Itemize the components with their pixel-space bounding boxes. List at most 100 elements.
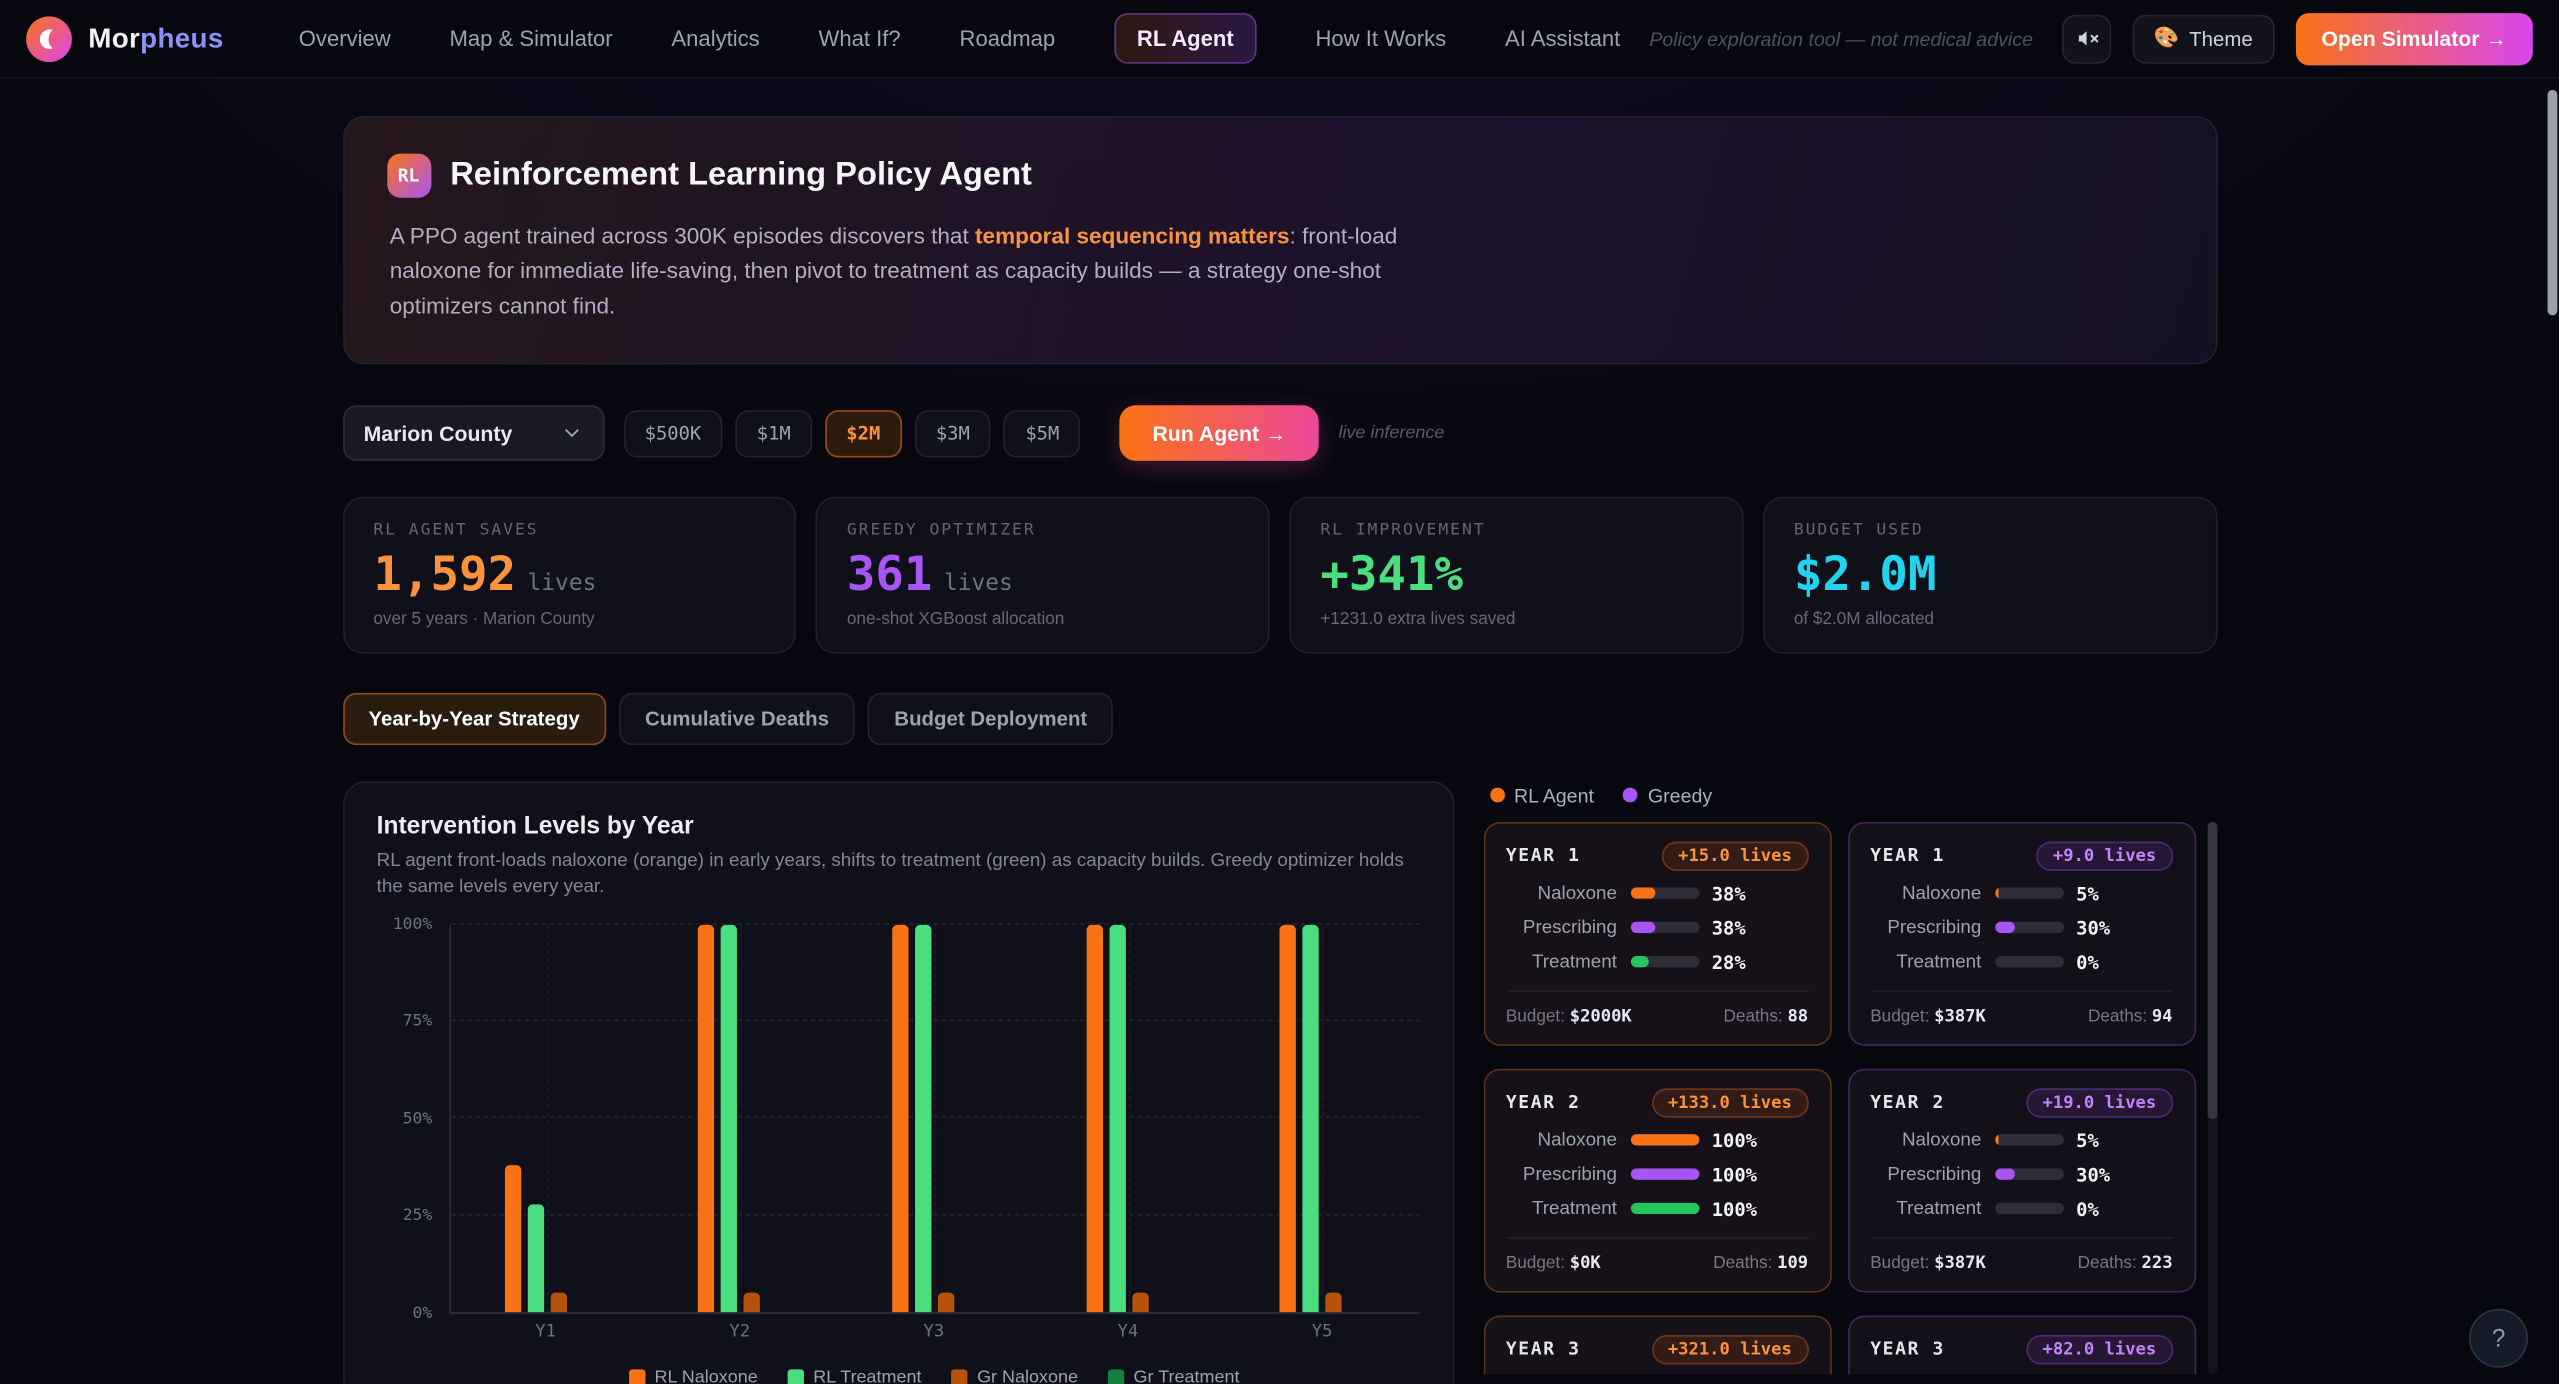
year-card-header: YEAR 3 +321.0 lives bbox=[1506, 1334, 1809, 1364]
lives-saved-badge: +9.0 lives bbox=[2036, 840, 2173, 871]
bar-gr-naloxone-y4[interactable] bbox=[1131, 1292, 1149, 1313]
stat-card-rl-agent-saves: RL AGENT SAVES 1,592 lives over 5 years · M… bbox=[342, 496, 797, 653]
nav-item-ai-assistant[interactable]: AI Assistant bbox=[1505, 26, 1621, 51]
stat-suffix: lives bbox=[943, 570, 1013, 597]
stat-subtext: +1231.0 extra lives saved bbox=[1320, 608, 1516, 629]
intervention-bar-fill bbox=[1630, 1134, 1699, 1146]
intervention-label: Naloxone bbox=[1901, 883, 1982, 903]
intervention-label: Prescribing bbox=[1522, 917, 1617, 938]
bar-gr-naloxone-y2[interactable] bbox=[744, 1292, 761, 1313]
lives-saved-badge: +321.0 lives bbox=[1651, 1334, 1809, 1364]
bar-rl-naloxone-y4[interactable] bbox=[1086, 924, 1103, 1313]
intervention-bar bbox=[1994, 887, 2064, 899]
intervention-bar-fill bbox=[1630, 956, 1650, 968]
budget-pill-500k[interactable]: $500K bbox=[623, 409, 723, 457]
bar-group-y5 bbox=[1279, 924, 1365, 1313]
cards-scrollbar[interactable] bbox=[2206, 821, 2217, 1374]
page-scrollbar[interactable] bbox=[2546, 0, 2559, 1384]
budget-pill-1m[interactable]: $1M bbox=[735, 409, 812, 457]
stat-value-row: 361 lives bbox=[847, 549, 1239, 599]
brand-prefix: Mor bbox=[88, 22, 141, 54]
year-card-greedy-year-3: YEAR 3 +82.0 lives bbox=[1847, 1314, 2196, 1374]
muted-speaker-icon bbox=[2078, 31, 2098, 46]
nav-item-analytics[interactable]: Analytics bbox=[671, 26, 760, 51]
budget-value: $2000K bbox=[1569, 1005, 1632, 1026]
bar-rl-naloxone-y5[interactable] bbox=[1279, 924, 1297, 1313]
year-card-footer: Budget: $387K Deaths: 223 bbox=[1870, 1236, 2173, 1273]
navbar-right: Policy exploration tool — not medical ad… bbox=[1649, 12, 2533, 65]
bar-rl-treatment-y4[interactable] bbox=[1108, 924, 1126, 1313]
intervention-bar-fill bbox=[1630, 887, 1657, 899]
nav-item-map-simulator[interactable]: Map & Simulator bbox=[449, 26, 613, 51]
bar-gr-naloxone-y5[interactable] bbox=[1325, 1292, 1342, 1313]
nav-item-overview[interactable]: Overview bbox=[298, 26, 391, 51]
hero-header: RL Reinforcement Learning Policy Agent bbox=[386, 153, 2172, 198]
y-axis-label: 75% bbox=[402, 1012, 433, 1031]
year-cards-viewport: YEAR 1 +15.0 lives Naloxone 38% Prescribing 3… bbox=[1482, 821, 2217, 1374]
bar-rl-treatment-y1[interactable] bbox=[527, 1203, 544, 1313]
help-button[interactable]: ? bbox=[2469, 1308, 2528, 1368]
bar-gr-naloxone-y1[interactable] bbox=[550, 1292, 567, 1313]
nav-item-how-it-works[interactable]: How It Works bbox=[1315, 26, 1447, 51]
bar-rl-treatment-y5[interactable] bbox=[1302, 924, 1320, 1313]
intervention-bar bbox=[1630, 1134, 1699, 1146]
county-select[interactable]: Marion County bbox=[342, 405, 604, 462]
page-scrollbar-thumb[interactable] bbox=[2547, 89, 2558, 316]
legend-dot-icon bbox=[1623, 787, 1639, 803]
bar-gr-naloxone-y3[interactable] bbox=[937, 1292, 955, 1313]
lives-saved-badge: +133.0 lives bbox=[1651, 1087, 1809, 1118]
theme-button[interactable]: 🎨 Theme bbox=[2132, 13, 2275, 63]
y-axis-label: 50% bbox=[402, 1110, 433, 1129]
nav-links: Overview Map & Simulator Analytics What If?… bbox=[299, 13, 1621, 64]
bar-rl-treatment-y2[interactable] bbox=[721, 924, 738, 1313]
intervention-label: Naloxone bbox=[1537, 1130, 1617, 1150]
intervention-chart-panel: Intervention Levels by Year RL agent fro… bbox=[342, 780, 1454, 1384]
cards-scrollbar-thumb[interactable] bbox=[2206, 821, 2217, 1120]
deaths: Deaths: 223 bbox=[2078, 1253, 2173, 1273]
bar-rl-naloxone-y2[interactable] bbox=[698, 924, 715, 1313]
intervention-value: 0% bbox=[2076, 1197, 2099, 1220]
compare-legend-rl-agent: RL Agent bbox=[1489, 784, 1594, 807]
tab-year-by-year-strategy[interactable]: Year-by-Year Strategy bbox=[342, 692, 606, 745]
intervention-bar bbox=[1630, 1168, 1699, 1180]
year-column-rl: YEAR 1 +15.0 lives Naloxone 38% Prescribing 3… bbox=[1482, 821, 1832, 1374]
lives-saved-badge: +82.0 lives bbox=[2026, 1334, 2173, 1364]
deaths-label: Deaths: bbox=[1713, 1252, 1778, 1273]
stat-label: GREEDY OPTIMIZER bbox=[846, 521, 1036, 540]
run-agent-button[interactable]: Run Agent → bbox=[1119, 405, 1319, 462]
intervention-bar-fill bbox=[1994, 1134, 1998, 1146]
bar-rl-treatment-y3[interactable] bbox=[915, 924, 932, 1313]
budget-pill-5m[interactable]: $5M bbox=[1004, 409, 1081, 457]
stat-card-budget-used: BUDGET USED $2.0M of $2.0M allocated bbox=[1762, 496, 2217, 653]
nav-item-rl-agent[interactable]: RL Agent bbox=[1114, 13, 1257, 64]
legend-swatch-icon bbox=[950, 1369, 968, 1384]
intervention-label: Prescribing bbox=[1887, 1164, 1982, 1185]
tab-budget-deployment[interactable]: Budget Deployment bbox=[868, 692, 1114, 745]
intervention-label: Treatment bbox=[1531, 1198, 1617, 1219]
deaths-label: Deaths: bbox=[2087, 1005, 2152, 1026]
comparison-section: RL Agent Greedy YEAR 1 +15.0 lives Naloxone… bbox=[1473, 780, 2217, 1374]
intervention-value: 5% bbox=[2076, 881, 2099, 905]
bar-rl-naloxone-y3[interactable] bbox=[892, 924, 909, 1313]
budget-pill-3m[interactable]: $3M bbox=[914, 409, 992, 457]
hero-card: RL Reinforcement Learning Policy Agent A… bbox=[342, 116, 2217, 365]
gridline-vertical bbox=[740, 924, 743, 1313]
morpheus-logo-icon[interactable] bbox=[26, 15, 72, 62]
bar-rl-naloxone-y1[interactable] bbox=[504, 1164, 521, 1313]
brand-suffix: pheus bbox=[140, 22, 224, 54]
stat-subtext: one-shot XGBoost allocation bbox=[846, 608, 1065, 629]
nav-item-what-if[interactable]: What If? bbox=[818, 26, 901, 51]
budget-pill-2m[interactable]: $2M bbox=[825, 409, 902, 457]
mute-button[interactable] bbox=[2062, 13, 2112, 63]
budget-label: Budget: bbox=[1870, 1252, 1935, 1273]
nav-item-roadmap[interactable]: Roadmap bbox=[959, 26, 1056, 51]
year-card-header: YEAR 2 +133.0 lives bbox=[1506, 1087, 1809, 1118]
tab-cumulative-deaths[interactable]: Cumulative Deaths bbox=[618, 692, 856, 745]
page-title: Reinforcement Learning Policy Agent bbox=[450, 156, 1032, 193]
bar-group-y1 bbox=[504, 925, 590, 1313]
gridline-vertical bbox=[934, 924, 937, 1313]
intervention-value: 30% bbox=[2076, 1162, 2111, 1186]
brand[interactable]: Morpheus bbox=[88, 22, 223, 55]
content-split: Intervention Levels by Year RL agent fro… bbox=[342, 780, 2217, 1384]
open-simulator-button[interactable]: Open Simulator → bbox=[2295, 12, 2533, 65]
